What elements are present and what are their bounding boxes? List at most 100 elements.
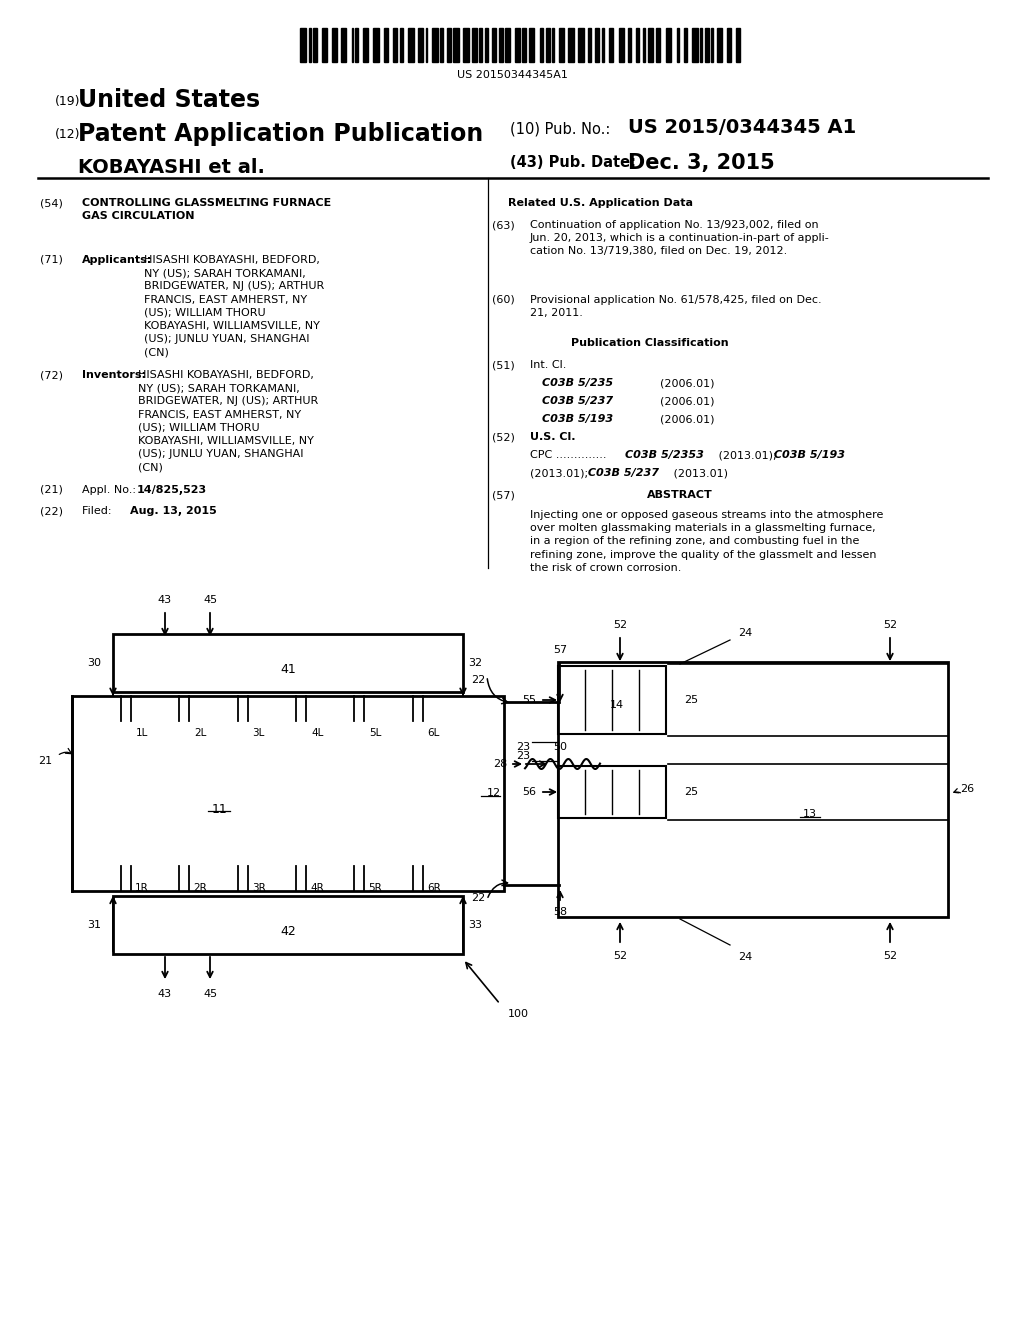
Text: C03B 5/237: C03B 5/237 — [584, 469, 659, 478]
Text: C03B 5/193: C03B 5/193 — [542, 414, 613, 424]
Text: 14: 14 — [610, 700, 624, 710]
Bar — [735, 28, 740, 62]
Bar — [362, 28, 368, 62]
Bar — [384, 28, 388, 62]
Text: Publication Classification: Publication Classification — [571, 338, 729, 348]
Bar — [308, 28, 311, 62]
Bar — [711, 28, 714, 62]
Text: Appl. No.:: Appl. No.: — [82, 484, 143, 495]
Bar — [579, 28, 584, 62]
Bar — [546, 28, 550, 62]
Bar — [528, 28, 535, 62]
Bar — [602, 28, 604, 62]
Text: 31: 31 — [87, 920, 101, 931]
Text: C03B 5/235: C03B 5/235 — [542, 378, 613, 388]
Bar — [692, 28, 698, 62]
Text: (10) Pub. No.:: (10) Pub. No.: — [510, 121, 610, 137]
Bar — [426, 28, 427, 62]
Bar — [677, 28, 679, 62]
Bar — [588, 28, 591, 62]
Text: (12): (12) — [55, 128, 81, 141]
Bar — [609, 28, 613, 62]
Text: 41: 41 — [281, 663, 296, 676]
Text: 52: 52 — [883, 620, 897, 630]
Text: 12: 12 — [487, 788, 501, 799]
Text: 21: 21 — [38, 756, 52, 766]
Bar — [432, 28, 438, 62]
Text: 6R: 6R — [427, 883, 440, 894]
Bar — [453, 28, 459, 62]
Text: (60): (60) — [492, 294, 515, 305]
Bar — [552, 28, 554, 62]
Text: 33: 33 — [468, 920, 482, 931]
Text: 45: 45 — [203, 989, 217, 999]
Bar — [322, 28, 328, 62]
Bar — [505, 28, 510, 62]
Text: C03B 5/237: C03B 5/237 — [542, 396, 613, 407]
Text: 56: 56 — [522, 787, 536, 797]
Bar — [408, 28, 414, 62]
Bar — [484, 28, 488, 62]
Bar — [705, 28, 710, 62]
Text: KOBAYASHI et al.: KOBAYASHI et al. — [78, 158, 265, 177]
Text: 43: 43 — [158, 595, 172, 605]
Text: 22: 22 — [471, 675, 485, 685]
Text: CPC ..............: CPC .............. — [530, 450, 606, 459]
Bar — [655, 28, 660, 62]
Bar — [636, 28, 639, 62]
Bar — [439, 28, 443, 62]
Text: 11: 11 — [212, 803, 228, 816]
Text: (2006.01): (2006.01) — [660, 396, 715, 407]
Bar — [419, 28, 423, 62]
Text: 30: 30 — [87, 657, 101, 668]
Text: (54): (54) — [40, 198, 62, 209]
Text: 55: 55 — [522, 696, 536, 705]
Text: (2013.01): (2013.01) — [670, 469, 728, 478]
Bar — [313, 28, 317, 62]
Text: (2013.01);: (2013.01); — [530, 469, 588, 478]
Text: US 20150344345A1: US 20150344345A1 — [457, 70, 567, 81]
Text: 5L: 5L — [370, 729, 382, 738]
Bar — [479, 28, 482, 62]
Bar — [568, 28, 574, 62]
Text: 57: 57 — [553, 645, 567, 655]
Text: ABSTRACT: ABSTRACT — [647, 490, 713, 500]
Bar — [666, 28, 671, 62]
Text: (19): (19) — [55, 95, 81, 108]
Text: 22: 22 — [471, 894, 485, 903]
Text: (21): (21) — [40, 484, 62, 495]
Text: Inventors:: Inventors: — [82, 370, 146, 380]
Bar — [463, 28, 469, 62]
Bar — [113, 896, 463, 954]
Bar — [629, 28, 631, 62]
Text: 58: 58 — [553, 907, 567, 917]
Text: 14/825,523: 14/825,523 — [137, 484, 207, 495]
Bar — [447, 28, 452, 62]
Text: C03B 5/193: C03B 5/193 — [770, 450, 845, 459]
Bar — [399, 28, 403, 62]
Text: HISASHI KOBAYASHI, BEDFORD,
NY (US); SARAH TORKAMANI,
BRIDGEWATER, NJ (US); ARTH: HISASHI KOBAYASHI, BEDFORD, NY (US); SAR… — [144, 255, 325, 358]
Bar — [684, 28, 687, 62]
Bar — [559, 28, 564, 62]
Bar — [618, 28, 625, 62]
Bar — [727, 28, 731, 62]
Text: Injecting one or opposed gaseous streams into the atmosphere
over molten glassma: Injecting one or opposed gaseous streams… — [530, 510, 884, 573]
Text: 52: 52 — [613, 620, 627, 630]
Text: Provisional application No. 61/578,425, filed on Dec.
21, 2011.: Provisional application No. 61/578,425, … — [530, 294, 821, 318]
Text: 3R: 3R — [252, 883, 265, 894]
Text: Dec. 3, 2015: Dec. 3, 2015 — [628, 153, 775, 173]
Text: Int. Cl.: Int. Cl. — [530, 360, 566, 370]
Text: (2006.01): (2006.01) — [660, 378, 715, 388]
Bar — [341, 28, 346, 62]
Bar — [374, 28, 379, 62]
Bar — [699, 28, 702, 62]
Text: Patent Application Publication: Patent Application Publication — [78, 121, 483, 147]
Text: Applicants:: Applicants: — [82, 255, 153, 265]
Bar — [595, 28, 599, 62]
Bar — [540, 28, 543, 62]
Text: 4R: 4R — [310, 883, 324, 894]
Text: 28: 28 — [493, 759, 507, 770]
Text: 1R: 1R — [135, 883, 150, 894]
Text: 26: 26 — [961, 784, 974, 795]
Text: 5R: 5R — [369, 883, 382, 894]
